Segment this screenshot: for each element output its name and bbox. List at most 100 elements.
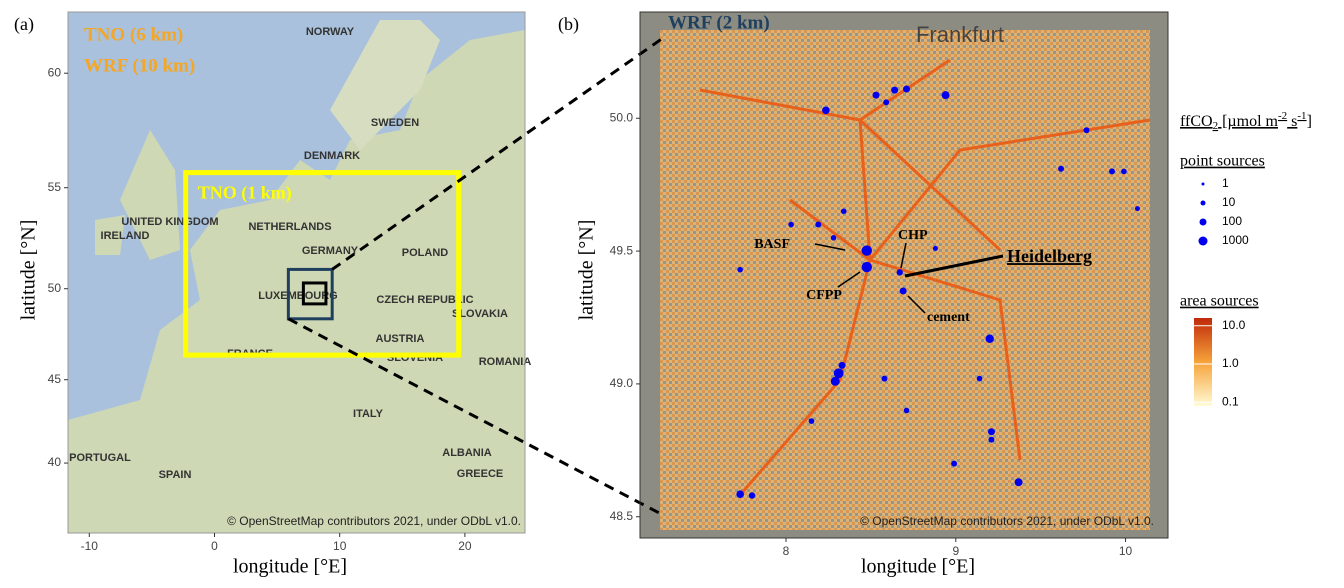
point-source [883, 99, 890, 106]
place-label: GREECE [457, 468, 503, 480]
point-source [1014, 478, 1023, 487]
y-tick-label: 50 [48, 281, 62, 295]
place-label: UNITED KINGDOM [121, 216, 218, 228]
y-tick-label: 45 [48, 372, 62, 386]
point-source [881, 375, 888, 382]
panel-label: (b) [558, 14, 579, 35]
y-tick-label: 49.5 [610, 243, 634, 257]
legend-subtitle: area sources [1180, 293, 1259, 310]
legend-subtitle: point sources [1180, 153, 1265, 170]
annotation-arrow [907, 295, 926, 314]
land [95, 130, 180, 260]
annotation-arrow [837, 271, 861, 288]
place-label: ROMANIA [479, 356, 532, 368]
annotation: cement [927, 310, 970, 325]
legend-label: 10 [1222, 195, 1236, 209]
point-source [830, 235, 837, 241]
point-source [988, 436, 995, 443]
frame [67, 11, 526, 534]
point-source [976, 375, 983, 382]
colorbar-label: 0.1 [1222, 394, 1239, 408]
place-label: GERMANY [302, 245, 359, 257]
outer-domain: TNO (6 km) [84, 24, 183, 45]
x-tick-label: -10 [81, 539, 99, 553]
roads [699, 58, 1151, 496]
x-axis-label: longitude [°E] [233, 556, 347, 578]
place-label: AUSTRIA [376, 333, 425, 345]
place-label: SWEDEN [371, 117, 419, 129]
annotation: CFPP [806, 288, 842, 303]
legend-title: ffCO2 [µmol m-2 s-1] [1180, 110, 1312, 132]
point-source [736, 490, 744, 498]
legend-title-part: ffCO [1180, 113, 1213, 130]
point-source [822, 106, 830, 115]
point-source [788, 221, 794, 228]
colorbar-label: 1.0 [1222, 356, 1239, 370]
point-source [903, 85, 911, 93]
place-label: PORTUGAL [69, 452, 131, 464]
legend-label: 1 [1222, 176, 1229, 190]
point-source [985, 334, 994, 343]
domain-box [183, 170, 462, 358]
place-label: ALBANIA [442, 447, 492, 459]
x-tick-label: 9 [952, 544, 959, 558]
attribution: © OpenStreetMap contributors 2021, under… [860, 514, 1154, 528]
point-source [748, 492, 756, 499]
annotation-arrow [900, 242, 907, 269]
domain-box [286, 267, 334, 321]
place-label: CZECH REPUBLIC [376, 294, 473, 306]
legend-label: 1000 [1222, 233, 1249, 247]
x-tick-label: 10 [1119, 544, 1133, 558]
point-source [932, 245, 938, 251]
point-source [1134, 206, 1140, 212]
y-tick-label: 48.5 [610, 509, 634, 523]
point-source [896, 269, 903, 276]
point-source [1058, 165, 1065, 172]
point-source [1108, 168, 1115, 175]
domain-label: TNO (1 km) [198, 183, 292, 204]
legend-title-part: -1 [1297, 110, 1306, 122]
point-source [941, 91, 950, 100]
place-label: SLOVAKIA [452, 308, 508, 320]
x-tick-label: 20 [458, 539, 472, 553]
annotation-arrow [814, 243, 846, 251]
annotation: BASF [754, 237, 790, 252]
x-tick-label: 0 [211, 539, 218, 553]
legend-point [1199, 218, 1207, 226]
legend-label: 100 [1222, 214, 1242, 228]
area-sources [660, 30, 1150, 530]
place-label: POLAND [402, 247, 449, 259]
place-label: IRELAND [101, 230, 150, 242]
outer-domain: WRF (10 km) [84, 55, 195, 76]
legend-title-part: 2 [1213, 120, 1219, 132]
panel-label: (a) [14, 14, 34, 35]
point-source [891, 86, 899, 94]
point-source [1121, 168, 1127, 175]
point-source [899, 287, 907, 295]
annotation: CHP [898, 228, 928, 243]
place-label: ITALY [353, 408, 384, 420]
y-axis-label: latitude [°N] [18, 220, 40, 321]
y-tick-label: 55 [48, 180, 62, 194]
point-source [872, 91, 880, 99]
place-label: DENMARK [304, 150, 360, 162]
x-tick-label: 10 [333, 539, 347, 553]
place-label: SPAIN [159, 469, 192, 481]
x-axis-label: longitude [°E] [861, 556, 975, 578]
point-source [861, 245, 873, 256]
y-tick-label: 60 [48, 65, 62, 79]
point-source [903, 407, 910, 414]
legend-title-part: -2 [1278, 110, 1287, 122]
point-source [830, 376, 840, 386]
city-label: Frankfurt [916, 22, 1004, 47]
point-source [815, 221, 822, 228]
legend-title-part: ] [1307, 113, 1312, 130]
place-label: NETHERLANDS [248, 221, 331, 233]
frame [639, 11, 1169, 539]
place-label: LUXEMBOURG [258, 290, 337, 302]
legend-title-part: [µmol m [1218, 113, 1278, 130]
legend-point [1200, 200, 1206, 206]
legend-point [1201, 182, 1205, 186]
domain-box [301, 281, 328, 306]
